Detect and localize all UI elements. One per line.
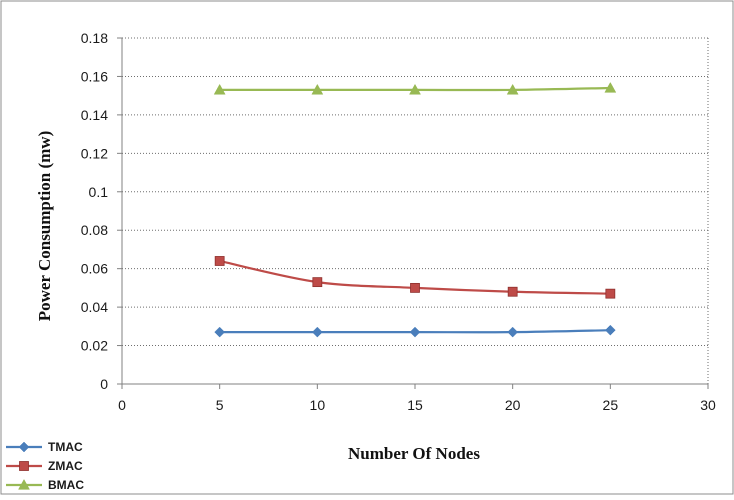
data-point-zmac xyxy=(312,277,323,288)
data-point-tmac xyxy=(604,324,616,336)
legend-item-tmac: TMAC xyxy=(6,440,83,454)
legend-label-zmac: ZMAC xyxy=(48,459,83,473)
x-axis-title: Number Of Nodes xyxy=(348,444,480,463)
y-tick-label: 0.1 xyxy=(89,184,109,200)
y-tick-label: 0.18 xyxy=(81,30,108,46)
data-point-zmac xyxy=(605,288,616,299)
y-tick-label: 0.14 xyxy=(81,107,108,123)
data-point-bmac xyxy=(506,83,519,95)
y-tick-label: 0.16 xyxy=(81,68,108,84)
x-tick-label: 0 xyxy=(118,397,126,413)
x-tick-label: 30 xyxy=(700,397,716,413)
x-tick-label: 5 xyxy=(216,397,224,413)
legend-marker-zmac xyxy=(19,461,29,471)
legend-marker-tmac xyxy=(18,441,30,453)
data-point-tmac xyxy=(409,326,421,338)
legend: TMAC ZMAC BMAC xyxy=(6,440,84,492)
data-point-bmac xyxy=(409,83,421,95)
x-tick-label: 10 xyxy=(310,397,326,413)
data-point-bmac xyxy=(311,83,324,95)
legend-marker-bmac xyxy=(18,478,30,490)
y-tick-label: 0.02 xyxy=(81,338,108,354)
legend-label-tmac: TMAC xyxy=(48,440,83,454)
x-tick-label: 25 xyxy=(603,397,619,413)
series-tmac xyxy=(214,324,616,338)
y-tick-label: 0.06 xyxy=(81,261,108,277)
data-point-zmac xyxy=(507,286,518,297)
data-point-tmac xyxy=(507,326,519,338)
data-point-zmac xyxy=(410,282,420,293)
series-zmac xyxy=(214,256,616,299)
axes: 0 0.02 0.04 0.06 0.08 0.1 0.12 0.14 0.16 0.18 0 5 10… xyxy=(81,30,716,413)
legend-label-bmac: BMAC xyxy=(48,478,84,492)
y-tick-label: 0.08 xyxy=(81,222,108,238)
y-tick-label: 0 xyxy=(100,376,108,392)
series-bmac xyxy=(213,81,617,95)
data-series xyxy=(213,81,617,338)
x-tick-label: 20 xyxy=(505,397,521,413)
data-point-tmac xyxy=(311,326,323,338)
data-point-tmac xyxy=(214,326,226,338)
legend-item-zmac: ZMAC xyxy=(6,459,83,473)
data-point-zmac xyxy=(214,256,225,266)
legend-item-bmac: BMAC xyxy=(6,478,84,492)
y-axis-title: Power Consumption (mw) xyxy=(35,131,54,321)
y-tick-label: 0.04 xyxy=(81,299,108,315)
y-tick-label: 0.12 xyxy=(81,145,108,161)
x-tick-label: 15 xyxy=(407,397,423,413)
data-point-bmac xyxy=(604,81,617,93)
data-point-bmac xyxy=(213,83,226,95)
gridlines xyxy=(122,37,709,384)
